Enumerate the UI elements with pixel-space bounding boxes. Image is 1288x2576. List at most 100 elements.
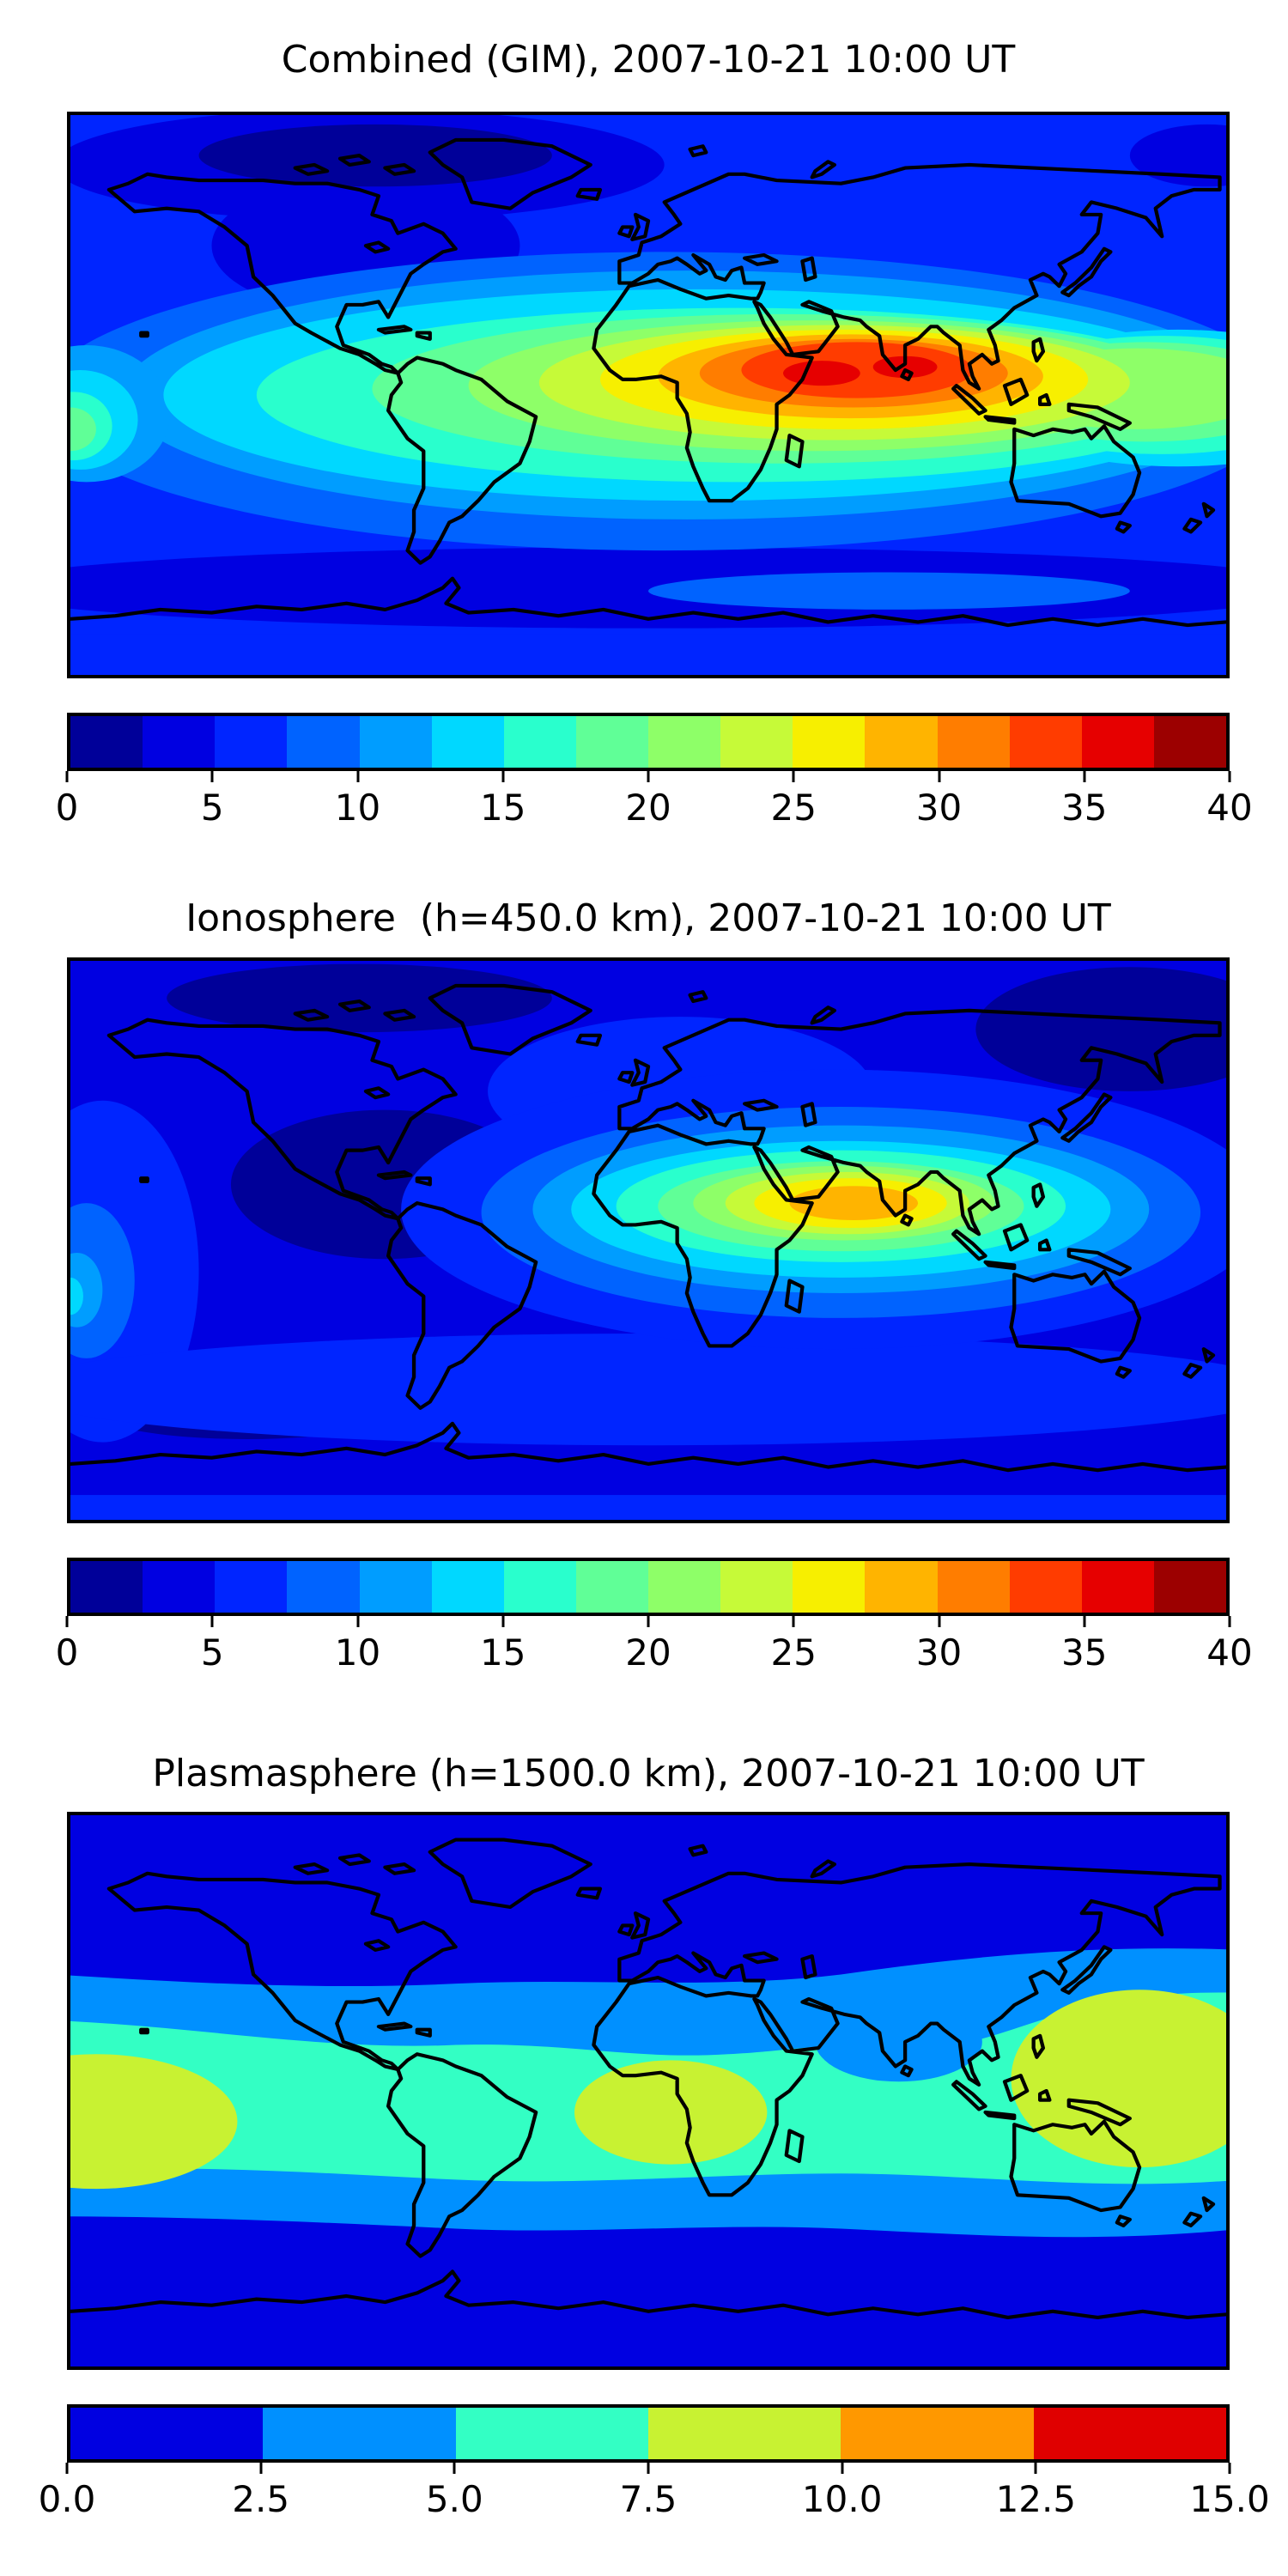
colorbar-segment (575, 1561, 648, 1613)
colorbar-segment (287, 716, 360, 768)
colorbar-tick-mark (792, 771, 795, 782)
colorbar-segment (287, 1561, 360, 1613)
colorbar-tick-mark (356, 1616, 359, 1627)
colorbar-tick-mark (259, 2463, 263, 2474)
colorbar-segment (1153, 716, 1226, 768)
colorbar-segment (1081, 1561, 1154, 1613)
map-ionosphere (67, 957, 1230, 1523)
title-combined: Combined (GIM), 2007-10-21 10:00 UT (281, 38, 1016, 82)
colorbar-tick-label: 7.5 (619, 2478, 677, 2520)
map-plasmasphere-svg (70, 1815, 1226, 2366)
colorbar-segment (865, 716, 938, 768)
colorbar-tick-label: 25 (770, 787, 817, 829)
colorbar-segment (215, 716, 288, 768)
colorbar-segment (841, 2408, 1034, 2459)
colorbar-segment (793, 716, 866, 768)
colorbar-segment (648, 716, 721, 768)
colorbar-tick-mark (210, 771, 214, 782)
colorbar-ticks (65, 2463, 1231, 2475)
colorbar-tick-mark (453, 2463, 456, 2474)
colorbar-tick-mark (938, 771, 940, 782)
colorbar-tick-mark (501, 771, 505, 782)
colorbar-segment (1033, 2408, 1226, 2459)
colorbar-tick-label: 12.5 (995, 2478, 1077, 2520)
colorbar-segment (431, 716, 504, 768)
colorbar-segment (647, 2408, 841, 2459)
colorbar-bar (67, 1558, 1230, 1616)
colorbar-plasmasphere: 0.0 2.5 5.0 7.5 10.0 12.5 15.0 (39, 2404, 1270, 2523)
colorbar-tick-label: 40 (1206, 787, 1253, 829)
colorbar-tick-mark (1083, 1616, 1086, 1627)
colorbar-tick-label: 40 (1206, 1631, 1253, 1674)
colorbar-tick-mark (1034, 2463, 1037, 2474)
colorbar-tick-label: 15.0 (1189, 2478, 1270, 2520)
colorbar-tick-mark (210, 1616, 214, 1627)
colorbar-tick-label: 20 (625, 787, 671, 829)
colorbar-tick-mark (356, 771, 359, 782)
colorbar-segment (575, 716, 648, 768)
colorbar-tick-label: 30 (915, 787, 963, 829)
colorbar-segment (431, 1561, 504, 1613)
colorbar-segment (359, 1561, 432, 1613)
colorbar-tick-mark (65, 771, 69, 782)
colorbar-tick-mark (647, 2463, 650, 2474)
colorbar-tick-mark (65, 2463, 69, 2474)
colorbar-labels: 0.0 2.5 5.0 7.5 10.0 12.5 15.0 (39, 2476, 1270, 2523)
colorbar-segment (70, 1561, 143, 1613)
colorbar-tick-mark (1228, 2463, 1231, 2474)
colorbar-tick-label: 25 (770, 1631, 817, 1674)
colorbar-labels: 0 5 10 15 20 25 30 35 40 (56, 1630, 1253, 1676)
colorbar-tick-label: 10.0 (801, 2478, 883, 2520)
colorbar-segment (1081, 716, 1154, 768)
contour-fills (70, 961, 1226, 1520)
colorbar-segment (70, 716, 143, 768)
title-ionosphere: Ionosphere (h=450.0 km), 2007-10-21 10:0… (185, 896, 1111, 940)
colorbar-tick-label: 0 (55, 787, 79, 829)
colorbar-tick-label: 15 (480, 787, 526, 829)
contour-fills (70, 115, 1226, 675)
colorbar-tick-mark (501, 1616, 505, 1627)
colorbar-segment (865, 1561, 938, 1613)
colorbar-tick-label: 0 (55, 1631, 79, 1674)
colorbar-ionosphere: 0 5 10 15 20 25 30 35 40 (56, 1558, 1253, 1676)
colorbar-tick-label: 5 (200, 787, 224, 829)
colorbar-segment (143, 716, 216, 768)
colorbar-tick-mark (1228, 771, 1231, 782)
colorbar-ticks (65, 1616, 1231, 1628)
colorbar-tick-label: 35 (1061, 1631, 1108, 1674)
colorbar-segment (263, 2408, 456, 2459)
colorbar-tick-mark (792, 1616, 795, 1627)
colorbar-segment (720, 716, 793, 768)
colorbar-segment (359, 716, 432, 768)
colorbar-labels: 0 5 10 15 20 25 30 35 40 (56, 785, 1253, 831)
map-ionosphere-svg (70, 961, 1226, 1520)
colorbar-segment (1009, 716, 1082, 768)
colorbar-segment (455, 2408, 648, 2459)
colorbar-segment (648, 1561, 721, 1613)
colorbar-tick-mark (647, 1616, 650, 1627)
colorbar-tick-label: 10 (334, 1631, 381, 1674)
colorbar-ticks (65, 771, 1231, 783)
colorbar-tick-mark (841, 2463, 844, 2474)
colorbar-combined: 0 5 10 15 20 25 30 35 40 (56, 713, 1253, 831)
map-plasmasphere (67, 1812, 1230, 2370)
colorbar-tick-label: 5.0 (425, 2478, 483, 2520)
colorbar-segment (503, 1561, 576, 1613)
colorbar-tick-mark (1083, 771, 1086, 782)
colorbar-segment (70, 2408, 264, 2459)
colorbar-tick-label: 2.5 (232, 2478, 290, 2520)
colorbar-segment (937, 1561, 1010, 1613)
colorbar-tick-label: 10 (334, 787, 381, 829)
colorbar-tick-label: 20 (625, 1631, 671, 1674)
colorbar-tick-mark (65, 1616, 69, 1627)
colorbar-tick-label: 15 (480, 1631, 526, 1674)
colorbar-segment (503, 716, 576, 768)
colorbar-bar (67, 2404, 1230, 2463)
colorbar-segment (1009, 1561, 1082, 1613)
colorbar-tick-mark (1228, 1616, 1231, 1627)
colorbar-tick-mark (938, 1616, 940, 1627)
colorbar-tick-label: 0.0 (38, 2478, 96, 2520)
colorbar-tick-mark (647, 771, 650, 782)
colorbar-segment (793, 1561, 866, 1613)
